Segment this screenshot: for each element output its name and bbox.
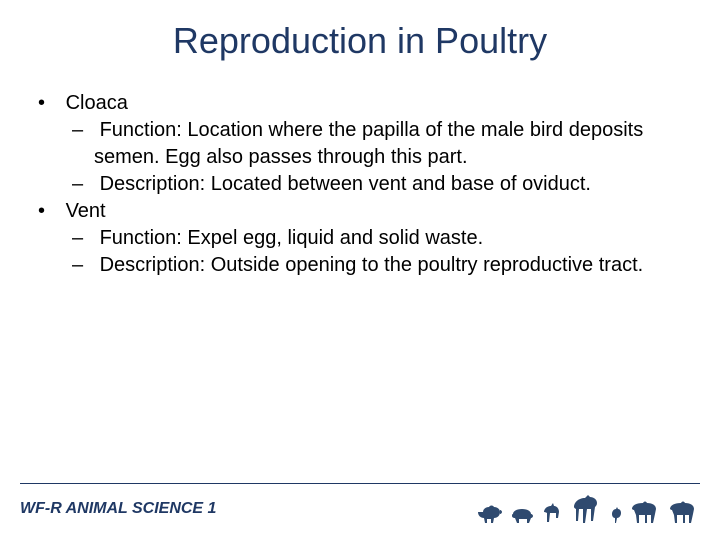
bullet-subtext: Description: Outside opening to the poul… (100, 254, 644, 276)
animal-silhouettes-icon (478, 494, 700, 524)
bullet-item: Vent Function: Expel egg, liquid and sol… (60, 198, 680, 279)
pig-icon (510, 506, 536, 524)
bullet-item: Cloaca Function: Location where the papi… (60, 90, 680, 198)
bullet-subitem: Function: Location where the papilla of … (94, 117, 680, 171)
bullet-list: Cloaca Function: Location where the papi… (40, 90, 680, 279)
bullet-text: Cloaca (66, 92, 128, 114)
horse-icon (568, 494, 604, 524)
cow-icon (628, 500, 662, 524)
slide: Reproduction in Poultry Cloaca Function:… (0, 0, 720, 540)
bullet-subitem: Description: Located between vent and ba… (94, 171, 680, 198)
bullet-subtext: Function: Location where the papilla of … (94, 119, 643, 168)
cow-icon (666, 500, 700, 524)
footer-text: WF-R ANIMAL SCIENCE 1 (20, 500, 216, 518)
bullet-sublist: Function: Location where the papilla of … (60, 117, 680, 198)
bullet-subitem: Function: Expel egg, liquid and solid wa… (94, 225, 680, 252)
bullet-subitem: Description: Outside opening to the poul… (94, 252, 680, 279)
bullet-text: Vent (66, 200, 106, 222)
slide-body: Cloaca Function: Location where the papi… (40, 90, 680, 540)
footer-divider (20, 483, 700, 484)
bullet-sublist: Function: Expel egg, liquid and solid wa… (60, 225, 680, 279)
goat-icon (540, 502, 564, 524)
bullet-subtext: Description: Located between vent and ba… (100, 173, 591, 195)
sheep-icon (478, 502, 506, 524)
footer-row: WF-R ANIMAL SCIENCE 1 (20, 494, 700, 524)
bullet-subtext: Function: Expel egg, liquid and solid wa… (100, 227, 484, 249)
slide-footer: WF-R ANIMAL SCIENCE 1 (20, 483, 700, 524)
chicken-icon (608, 506, 624, 524)
slide-title: Reproduction in Poultry (40, 20, 680, 62)
